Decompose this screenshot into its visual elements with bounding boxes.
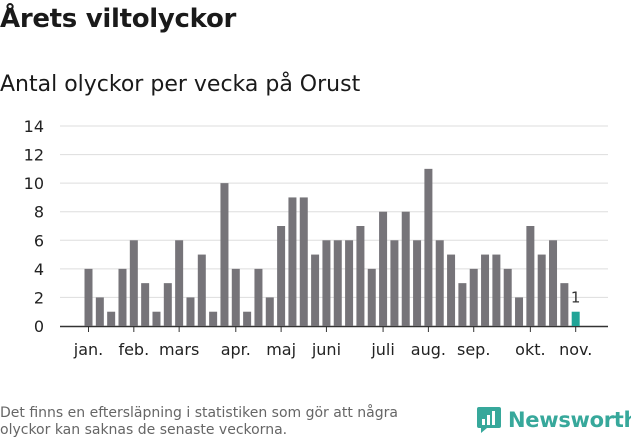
data-labels: 1 <box>571 289 581 307</box>
bar <box>333 240 342 326</box>
bar <box>231 268 240 326</box>
bar <box>549 240 558 326</box>
bar <box>537 254 546 326</box>
y-tick-label: 8 <box>34 203 44 222</box>
bar <box>84 268 93 326</box>
y-tick-label: 2 <box>34 288 44 307</box>
x-tick-label: juli <box>370 340 394 359</box>
bar <box>243 311 252 326</box>
bar <box>526 226 535 326</box>
bar <box>560 283 569 326</box>
bar <box>107 311 116 326</box>
chart-subtitle: Antal olyckor per vecka på Orust <box>0 72 361 97</box>
y-tick-label: 14 <box>24 117 44 136</box>
bar <box>401 211 410 326</box>
footnote: Det finns en eftersläpning i statistiken… <box>0 405 398 438</box>
bar <box>152 311 161 326</box>
bar <box>277 226 286 326</box>
y-tick-label: 6 <box>34 231 44 250</box>
bar <box>220 183 229 326</box>
bar <box>197 254 206 326</box>
x-tick-label: jan. <box>73 340 103 359</box>
bar <box>379 211 388 326</box>
bar <box>515 297 524 326</box>
bar <box>141 283 150 326</box>
y-tick-label: 12 <box>24 146 44 165</box>
bar <box>163 283 172 326</box>
bar <box>367 268 376 326</box>
y-tick-label: 10 <box>24 174 44 193</box>
bar <box>299 197 308 326</box>
data-label: 1 <box>571 289 581 307</box>
x-tick-label: mars <box>159 340 199 359</box>
bar <box>435 240 444 326</box>
bar <box>447 254 456 326</box>
bar <box>265 297 274 326</box>
x-tick-label: juni <box>311 340 341 359</box>
x-tick-label: maj <box>266 340 296 359</box>
bar <box>571 311 580 326</box>
bar <box>209 311 218 326</box>
bar-chart: 0 2 4 6 8 10 12 14 jan. feb. mars apr. maj juni juli a… <box>24 117 608 359</box>
bar <box>311 254 320 326</box>
y-axis-ticks: 0 2 4 6 8 10 12 14 <box>24 117 44 336</box>
newsworthy-logo-icon <box>477 407 501 433</box>
x-axis-ticks: jan. feb. mars apr. maj juni juli aug. sep. okt. n… <box>73 326 592 359</box>
brand-name: Newsworthy <box>508 408 631 432</box>
bar <box>413 240 422 326</box>
bar <box>175 240 184 326</box>
bar <box>481 254 490 326</box>
bar <box>492 254 501 326</box>
bar <box>390 240 399 326</box>
bar <box>95 297 104 326</box>
chart-title: Årets viltolyckor <box>0 4 237 34</box>
bar <box>129 240 138 326</box>
x-tick-label: okt. <box>515 340 545 359</box>
bars <box>84 168 580 326</box>
x-tick-label: sep. <box>457 340 490 359</box>
bar <box>503 268 512 326</box>
brand-logo: Newsworthy <box>476 406 631 434</box>
bar <box>186 297 195 326</box>
bar <box>254 268 263 326</box>
bar <box>356 226 365 326</box>
bar <box>118 268 127 326</box>
bar <box>458 283 467 326</box>
bar <box>322 240 331 326</box>
x-tick-label: feb. <box>118 340 149 359</box>
x-tick-label: aug. <box>411 340 446 359</box>
x-tick-label: nov. <box>559 340 592 359</box>
bar <box>288 197 297 326</box>
y-tick-label: 4 <box>34 260 44 279</box>
x-tick-label: apr. <box>221 340 251 359</box>
bar <box>469 268 478 326</box>
bar <box>424 168 433 326</box>
bar <box>345 240 354 326</box>
y-tick-label: 0 <box>34 317 44 336</box>
